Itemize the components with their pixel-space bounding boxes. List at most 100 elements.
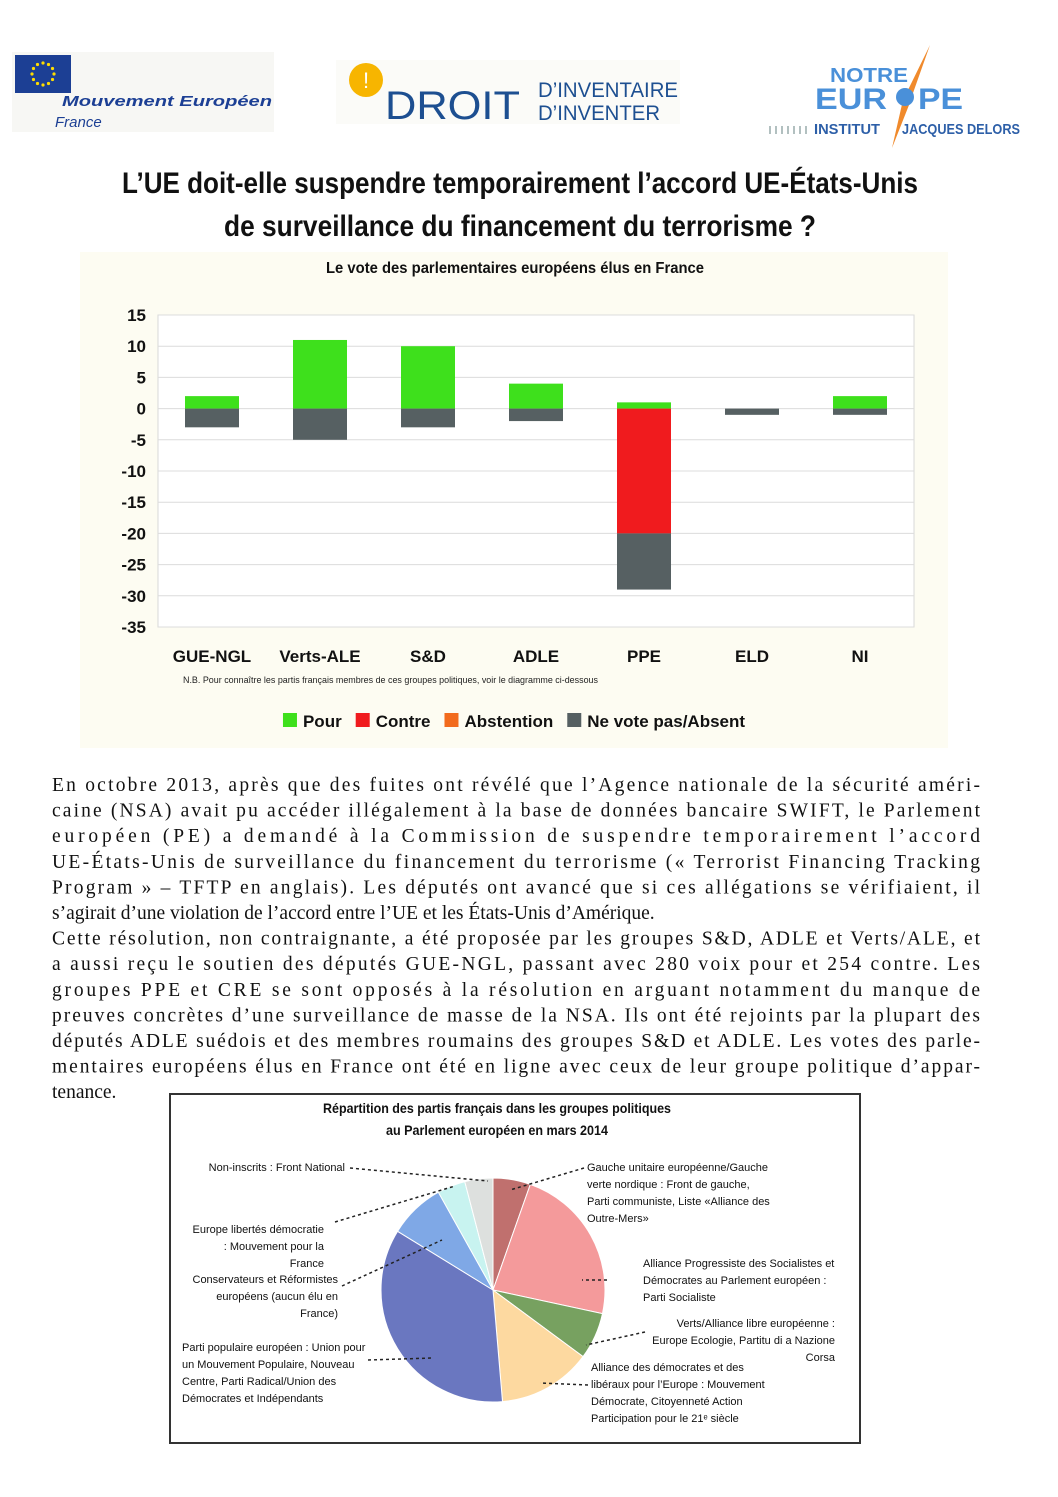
chart-title: Le vote des parlementaires européens élu… <box>326 260 704 277</box>
x-tick-label: GUE-NGL <box>173 647 251 666</box>
y-tick-label: 10 <box>127 337 146 356</box>
bar-segment <box>509 408 563 422</box>
bar-segment <box>509 383 563 409</box>
legend-swatch <box>567 713 582 727</box>
logo-text: D’INVENTAIRE <box>538 79 678 102</box>
legend-label: Pour <box>303 712 342 731</box>
bar-segment <box>833 396 887 409</box>
legend-swatch <box>444 713 459 727</box>
bar-segment <box>833 408 887 415</box>
label-box: Non-inscrits : Front National <box>208 1162 345 1174</box>
paragraph-line: tenance. <box>52 1082 116 1103</box>
y-tick-label: 0 <box>137 400 146 419</box>
star <box>31 66 36 71</box>
paragraph-line: européen (PE) a demandé à la Commission … <box>52 826 980 847</box>
logo-hatching <box>769 126 807 134</box>
chart-note: N.B. Pour connaître les partis français … <box>183 675 598 685</box>
compass-dot <box>896 88 914 106</box>
y-tick-label: -20 <box>121 524 146 543</box>
bar-segment <box>617 402 671 409</box>
star <box>31 77 36 82</box>
bar-segment <box>293 339 347 409</box>
x-tick-label: S&D <box>410 647 446 666</box>
legend: Pour Contre Abstention Ne vote pas/Absent <box>282 712 745 731</box>
pie-label: Europe libertés démocratie : Mouvement p… <box>192 1224 324 1270</box>
y-tick-label: -10 <box>121 462 146 481</box>
legend-swatch <box>355 713 370 727</box>
leader-line <box>341 1239 443 1287</box>
bar-segment <box>293 408 347 440</box>
pie-label: Verts/Alliance libre européenne : Europe… <box>652 1318 835 1364</box>
paragraph-line: députés ADLE suédois et des membres roum… <box>52 1031 980 1052</box>
paragraph-line: En octobre 2013, après que des fuites on… <box>52 775 980 796</box>
logo-text: NOTRE <box>830 65 908 87</box>
pie-label: Non-inscrits : Front National <box>208 1162 345 1174</box>
pie-label: Gauche unitaire européenne/Gauche verte … <box>587 1162 770 1225</box>
pie-label: Parti populaire européen : Union pour un… <box>182 1342 366 1405</box>
x-tick-label: NI <box>852 647 869 666</box>
leader-line <box>585 1331 646 1346</box>
logo-text: ! <box>363 68 369 93</box>
legend-label: Ne vote pas/Absent <box>587 712 745 731</box>
eu-flag <box>15 55 71 93</box>
legend-label: Abstention <box>464 712 553 731</box>
y-tick-label: 15 <box>127 306 146 325</box>
y-tick-label: -30 <box>121 587 146 606</box>
pie-slice <box>464 1177 494 1291</box>
leader-line <box>367 1357 433 1361</box>
logo-text: Mouvement Européen <box>62 93 272 110</box>
title: de surveillance du financement du terror… <box>224 210 816 243</box>
leader-line <box>334 1185 456 1223</box>
paragraph-line: Program » – TFTP en anglais). Les député… <box>52 877 981 898</box>
legend-label: Contre <box>376 712 431 731</box>
label-box: Gauche unitaire européenne/Gauche verte … <box>587 1162 770 1225</box>
star <box>30 72 34 76</box>
bar-segment <box>617 533 671 590</box>
star <box>46 62 51 67</box>
logo-text: EUR <box>815 83 887 116</box>
pie-title: au Parlement européen en mars 2014 <box>386 1122 608 1138</box>
bar-chart: Le vote des parlementaires européens élu… <box>121 260 915 731</box>
paragraph-line: UE-États-Unis de surveillance du finance… <box>52 851 980 873</box>
bar-segment <box>185 396 239 409</box>
logo-text: D’INVENTER <box>538 102 660 125</box>
logo-text: France <box>55 114 102 131</box>
y-tick-label: -15 <box>121 493 146 512</box>
label-box: Conservateurs et Réformistes européens (… <box>192 1274 339 1320</box>
paragraph-line: s’agirait d’une violation de l’accord en… <box>52 902 655 924</box>
eu-stars <box>30 61 56 87</box>
logo-text: INSTITUT <box>814 121 880 138</box>
paragraph-line: Cette résolution, non contraignante, a é… <box>52 929 981 950</box>
star <box>52 72 56 76</box>
paragraph-line: caine (NSA) avait pu accéder illégalemen… <box>52 801 981 822</box>
logo-text: PE <box>918 83 963 116</box>
bar-segment <box>617 408 671 534</box>
label-box: Parti populaire européen : Union pour un… <box>182 1342 366 1405</box>
logo-text: DROIT <box>385 84 520 128</box>
label-box: Europe libertés démocratie : Mouvement p… <box>192 1224 324 1270</box>
x-tick-label: Verts-ALE <box>279 647 360 666</box>
paragraph-line: groupes PPE et CRE se sont opposés à la … <box>52 980 980 1001</box>
label-box: Verts/Alliance libre européenne : Europe… <box>652 1318 835 1364</box>
pie-label: Alliance Progressiste des Socialistes et… <box>643 1258 835 1304</box>
y-tick-label: 5 <box>137 368 146 387</box>
leader-line <box>539 1382 589 1386</box>
leader-line <box>509 1167 585 1191</box>
title: L’UE doit-elle suspendre temporairement … <box>122 166 918 200</box>
label-box: Alliance Progressiste des Socialistes et… <box>643 1258 835 1304</box>
pie-label: Conservateurs et Réformistes européens (… <box>192 1274 339 1320</box>
y-tick-label: -25 <box>121 556 146 575</box>
pie-chart: Répartition des partis français dans les… <box>182 1100 835 1425</box>
bar-segment <box>401 346 455 409</box>
paragraph-line: mentaires européens élus en France ont é… <box>52 1057 980 1078</box>
bar-segment <box>725 408 779 415</box>
bar-segment <box>185 408 239 428</box>
y-tick-label: -35 <box>121 618 146 637</box>
pie-slice <box>492 1288 584 1403</box>
star <box>50 66 55 71</box>
y-tick-label: -5 <box>131 431 146 450</box>
logo-text: JACQUES DELORS <box>902 121 1020 138</box>
star <box>41 83 45 87</box>
